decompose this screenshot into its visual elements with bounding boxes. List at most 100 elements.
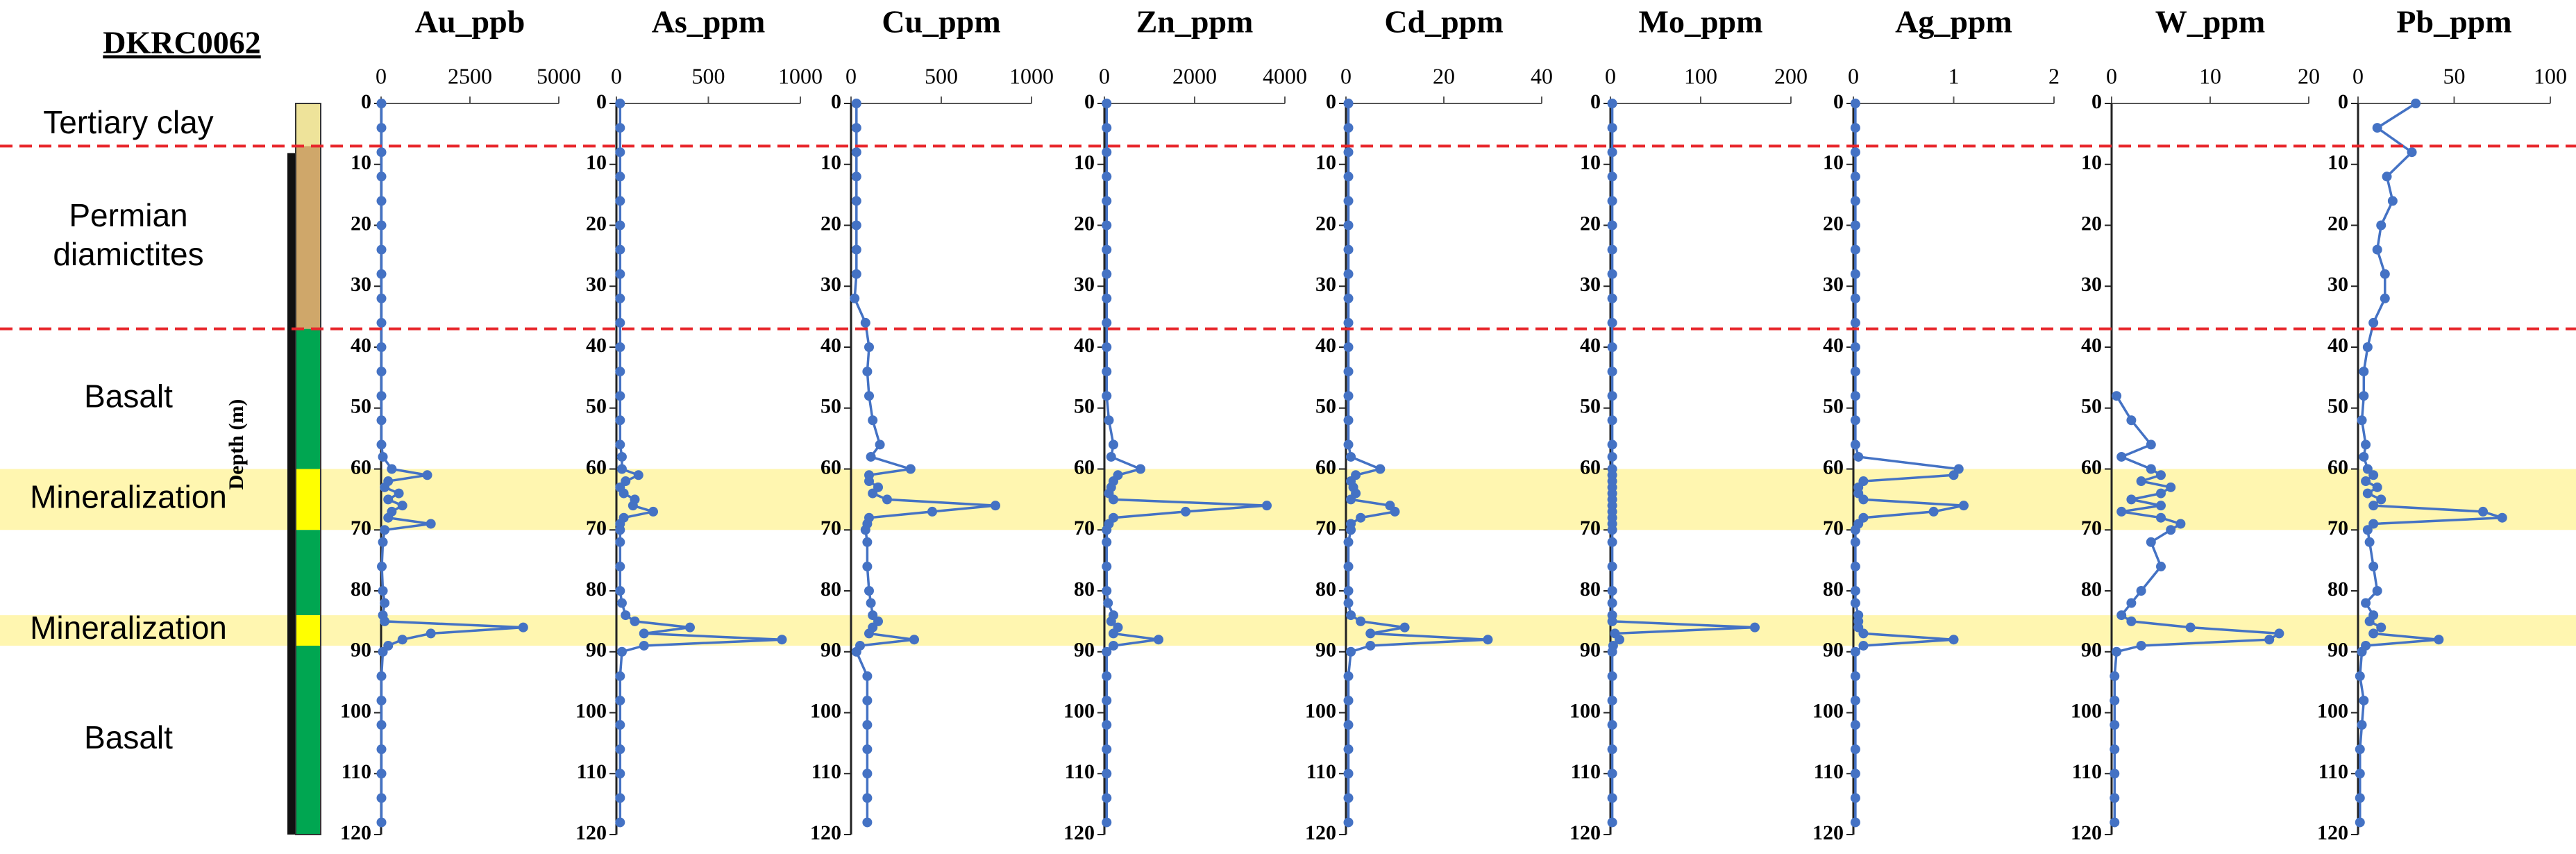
sample-point [1356,512,1366,523]
y-tick-label: 60 [1823,455,1844,478]
sample-point [2380,293,2390,303]
sample-point [1343,147,1354,158]
sample-point [1607,269,1617,279]
y-tick-label: 80 [351,578,371,601]
y-tick-label: 40 [1074,334,1095,357]
sample-point [1607,616,1617,626]
y-tick-label: 120 [1063,821,1095,844]
sample-point [882,494,892,505]
y-tick-label: 30 [820,273,841,296]
y-tick-label: 60 [586,455,607,478]
y-tick-label: 60 [1580,455,1601,478]
y-tick-label: 80 [2081,578,2102,601]
sample-point [380,482,390,492]
sample-point [1102,744,1112,755]
sample-point [1850,123,1860,133]
sample-point [851,147,861,158]
y-tick-label: 60 [1074,455,1095,478]
sample-point [2112,391,2122,401]
sample-point [2110,671,2120,681]
sample-point [864,342,874,352]
panel-title: Au_ppb [415,4,525,40]
y-tick-label: 0 [596,90,607,113]
sample-point [2156,488,2166,499]
sample-point [1607,646,1617,657]
sample-point [376,415,387,426]
y-tick-label: 0 [1326,90,1336,113]
sample-point [1928,506,1939,517]
sample-point [1102,720,1112,730]
sample-point [2110,769,2120,779]
y-tick-label: 110 [811,760,841,783]
sample-point [862,769,873,779]
sample-point [1607,720,1617,730]
x-tick-label: 0 [2106,63,2117,88]
sample-point [376,293,387,303]
sample-point [1850,147,1860,158]
sample-point [2362,342,2373,352]
sample-point [2126,494,2137,505]
sample-point [2362,464,2373,474]
sample-point [1850,720,1860,730]
profile-line [2359,102,2503,823]
y-tick-label: 40 [1580,334,1601,357]
sample-point [2126,616,2137,626]
sample-point [621,610,631,621]
sample-point [685,622,695,633]
y-tick-label: 80 [1074,578,1095,601]
sample-point [1343,342,1354,352]
sample-point [868,488,878,499]
y-tick-label: 70 [1315,517,1336,539]
sample-point [1607,317,1617,328]
sample-point [2112,646,2122,657]
lithology-layer [296,615,321,646]
sample-point [1607,671,1617,681]
y-tick-label: 20 [820,212,841,235]
y-tick-label: 50 [1823,395,1844,418]
sample-point [1343,123,1354,133]
sample-point [1850,525,1860,535]
sample-point [2175,519,2186,529]
y-tick-label: 30 [586,273,607,296]
sample-point [1343,99,1354,108]
sample-point [615,123,625,133]
sample-point [1343,537,1354,547]
profile-line [1854,103,1964,823]
y-tick-label: 110 [1306,760,1336,783]
sample-point [376,769,387,779]
panel-title: W_ppm [2155,4,2265,40]
sample-point [2357,720,2367,730]
x-tick-label: 20 [1433,63,1455,88]
sample-point [1109,628,1118,639]
sample-point [2376,494,2386,505]
x-tick-label: 2000 [1172,63,1217,88]
sample-point [1607,220,1617,231]
sample-point [1103,598,1113,608]
sample-point [2368,501,2379,511]
panel-title: Cu_ppm [882,4,1000,40]
sample-point [2116,610,2127,621]
y-tick-label: 120 [2317,821,2348,844]
y-tick-label: 120 [1569,821,1601,844]
sample-point [777,635,787,645]
x-tick-label: 5000 [537,63,581,88]
sample-point [2166,525,2176,535]
sample-point [851,123,861,133]
sample-point [1343,695,1354,705]
lithology-layer [296,103,321,146]
sample-point [862,367,873,377]
sample-point [615,695,625,705]
x-tick-label: 500 [692,63,725,88]
sample-point [2434,635,2444,645]
sample-point [1850,342,1860,352]
y-tick-label: 90 [2081,639,2102,662]
sample-point [2110,744,2120,755]
depth-axis-label: Depth (m) [225,399,248,490]
sample-point [615,561,625,571]
sample-point [376,123,387,133]
sample-point [862,720,873,730]
sample-point [1346,494,1356,505]
sample-point [426,628,436,639]
sample-point [2156,501,2166,511]
profile-line [1347,103,1488,823]
